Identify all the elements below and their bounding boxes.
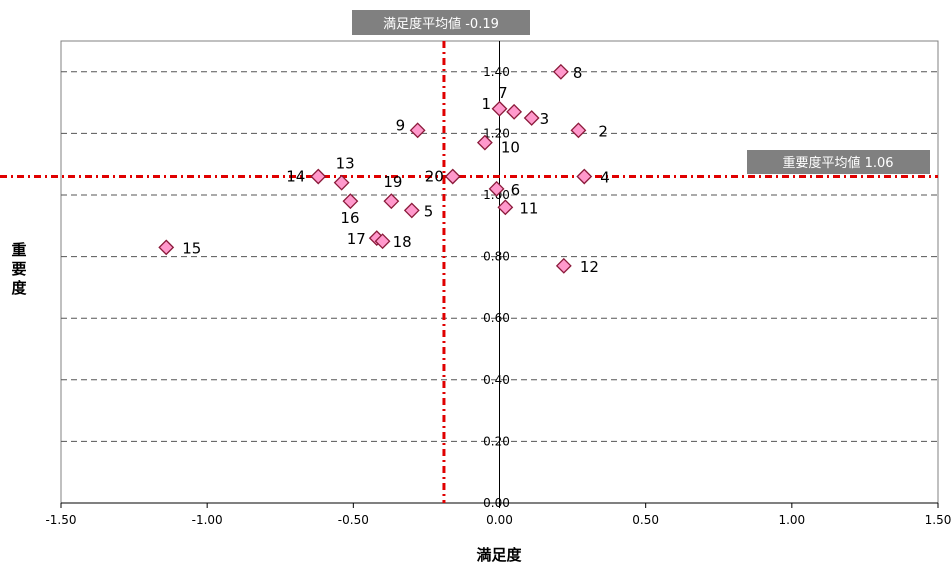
- point-label-5: 5: [424, 202, 434, 220]
- x-mean-label: 満足度平均値 -0.19: [383, 16, 499, 32]
- point-label-15: 15: [182, 239, 201, 257]
- x-axis-title: 満足度: [476, 546, 522, 564]
- y-mean-badge-bg: [747, 150, 930, 174]
- y-axis-title-text: 重要度: [11, 241, 27, 297]
- point-2: [570, 122, 587, 139]
- point-label-11: 11: [519, 199, 538, 217]
- x-mean-badge-bg: [352, 10, 530, 35]
- point-label-4: 4: [600, 169, 610, 187]
- x-tick-label: -1.00: [192, 513, 223, 527]
- y-tick-label: 0.80: [483, 250, 510, 264]
- point-1: [491, 100, 508, 117]
- point-13: [333, 174, 350, 191]
- point-15: [158, 239, 175, 256]
- x-tick-label: -1.50: [45, 513, 76, 527]
- point-20: [444, 168, 461, 185]
- point-label-20: 20: [425, 168, 444, 186]
- point-label-1: 1: [482, 95, 492, 113]
- point-label-9: 9: [396, 116, 406, 134]
- point-16: [342, 193, 359, 210]
- point-9: [409, 122, 426, 139]
- point-6: [488, 180, 505, 197]
- point-4: [576, 168, 593, 185]
- x-tick-label: 0.50: [632, 513, 659, 527]
- y-tick-label: 0.60: [483, 311, 510, 325]
- axes: 0.00 0.20 0.40 0.60 0.80 1.00 1.20 1.40 -1.50 -1.…: [45, 41, 951, 527]
- point-7: [506, 103, 523, 120]
- y-mean-label: 重要度平均値 1.06: [782, 155, 893, 171]
- point-11: [497, 199, 514, 216]
- gridlines: [61, 71, 938, 442]
- point-label-8: 8: [573, 64, 583, 82]
- y-mean-badge: 重要度平均値 1.06: [747, 150, 930, 174]
- x-tick-label: 0.00: [486, 513, 513, 527]
- x-mean-badge: 満足度平均値 -0.19: [352, 10, 530, 35]
- y-tick-label: 1.20: [483, 126, 510, 140]
- x-tick-label: 1.00: [778, 513, 805, 527]
- point-label-7: 7: [498, 84, 508, 102]
- point-10: [476, 134, 493, 151]
- point-label-3: 3: [540, 110, 550, 128]
- reference-lines: [0, 41, 938, 503]
- point-18: [374, 233, 391, 250]
- point-label-17: 17: [347, 230, 366, 248]
- y-tick-label: 1.40: [483, 65, 510, 79]
- point-label-14: 14: [286, 168, 305, 186]
- point-8: [552, 63, 569, 80]
- point-label-13: 13: [336, 155, 355, 173]
- x-tick-label: 1.50: [925, 513, 951, 527]
- point-14: [310, 168, 327, 185]
- point-5: [403, 202, 420, 219]
- point-label-16: 16: [340, 209, 359, 227]
- point-3: [523, 110, 540, 126]
- point-label-10: 10: [501, 139, 520, 157]
- point-label-12: 12: [580, 258, 599, 276]
- point-label-6: 6: [511, 181, 521, 199]
- data-points: [158, 63, 593, 274]
- x-tick-label: -0.50: [338, 513, 369, 527]
- point-label-2: 2: [598, 122, 608, 140]
- point-12: [555, 257, 572, 274]
- point-label-19: 19: [383, 173, 402, 191]
- point-label-18: 18: [393, 233, 412, 251]
- y-axis-title: 重要度: [11, 241, 27, 297]
- y-tick-label: 0.40: [483, 373, 510, 387]
- y-tick-label: 0.20: [483, 434, 510, 448]
- point-19: [383, 193, 400, 210]
